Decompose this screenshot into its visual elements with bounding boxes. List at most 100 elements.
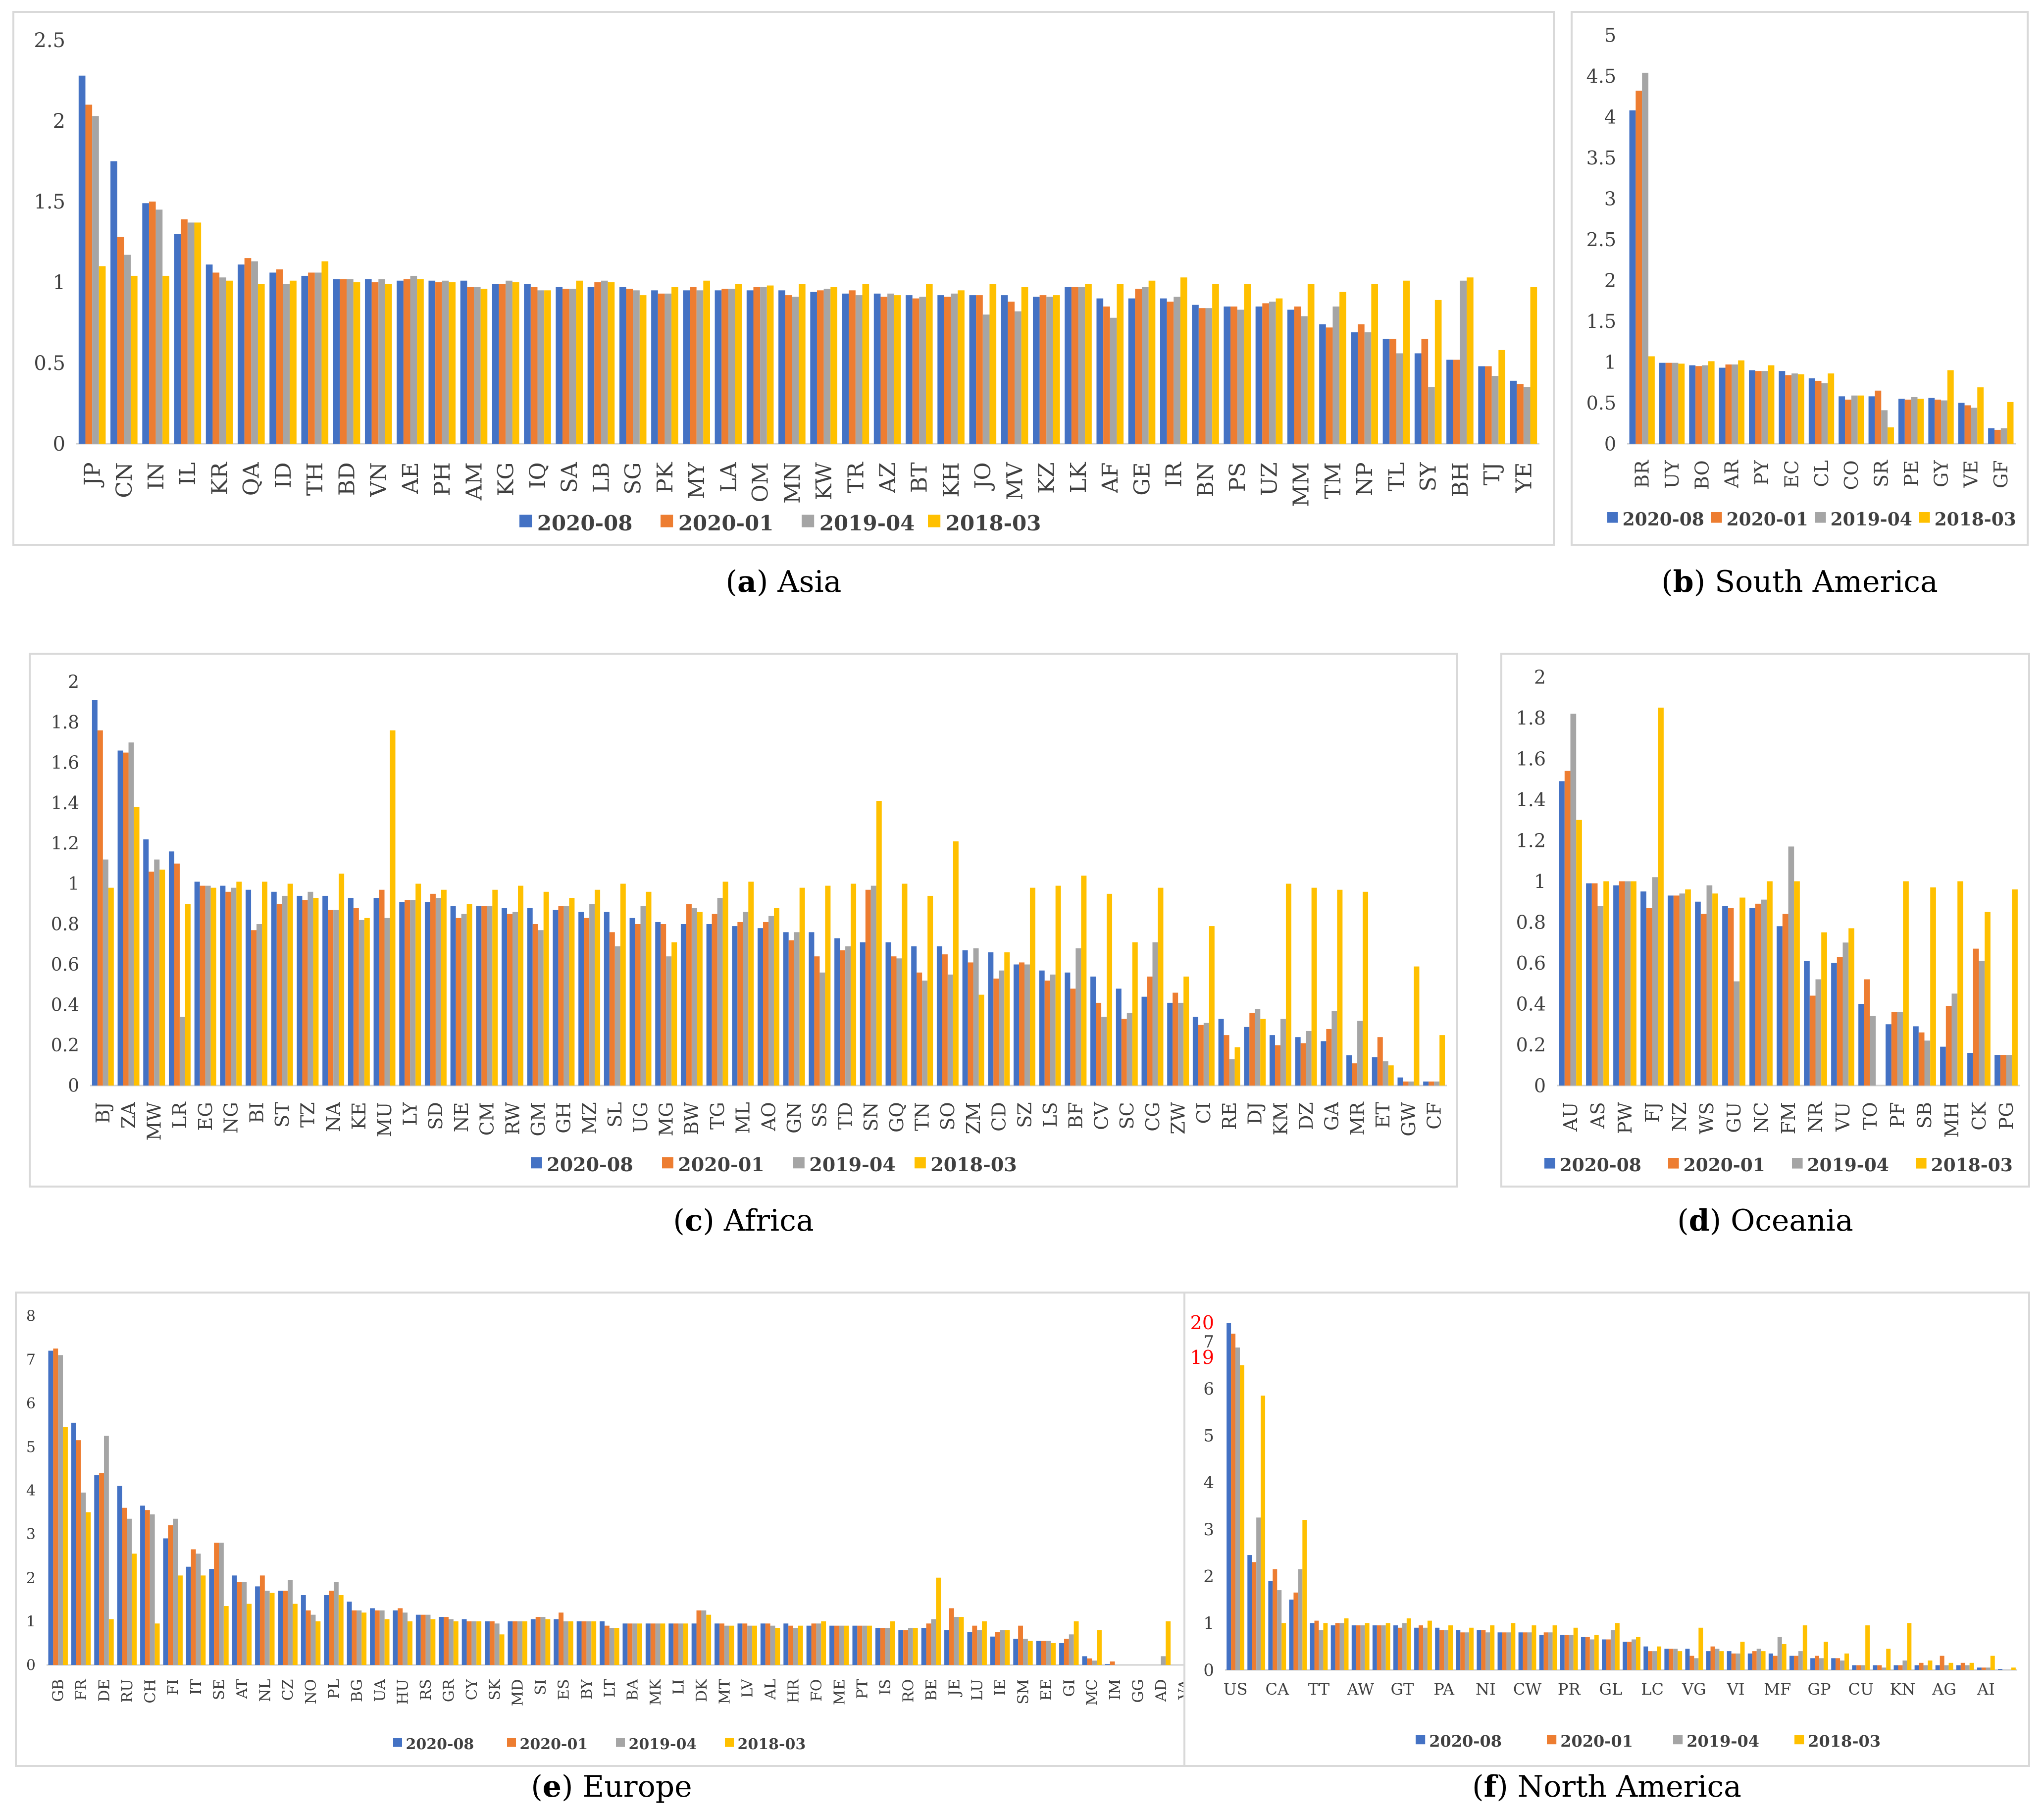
legend-label: 2020-08 <box>1560 1155 1641 1176</box>
category-label: SM <box>1015 1679 1032 1705</box>
category-label: RS <box>417 1679 435 1701</box>
bar-asia-BD-2020-01 <box>340 279 347 444</box>
bar-north-america-VC-2020-01 <box>1919 1662 1924 1670</box>
category-label: LY <box>400 1101 421 1126</box>
y-tick-label: 7 <box>26 1351 36 1369</box>
bar-africa-SN-2020-08 <box>860 942 866 1086</box>
category-label: MH <box>1941 1102 1963 1138</box>
bar-africa-GQ-2018-03 <box>902 883 908 1086</box>
legend-label: 2019-04 <box>629 1736 697 1753</box>
bar-africa-ET-2018-03 <box>1388 1065 1394 1086</box>
bar-africa-TZ-2020-01 <box>302 900 308 1086</box>
bar-south-america-AR-2020-08 <box>1719 367 1726 444</box>
bar-asia-VN-2020-01 <box>371 282 379 444</box>
bar-africa-CI-2019-04 <box>1203 1023 1209 1086</box>
bar-europe-MK-2019-04 <box>655 1623 661 1665</box>
bar-africa-ZW-2019-04 <box>1178 1002 1184 1086</box>
bar-africa-RE-2020-01 <box>1224 1035 1229 1086</box>
bar-europe-CY-2019-04 <box>471 1621 477 1665</box>
bar-north-america-MF-2019-04 <box>1777 1637 1782 1670</box>
category-label: BE <box>923 1679 940 1701</box>
category-label: AS <box>1587 1102 1609 1129</box>
bar-north-america-HN-2020-08 <box>1456 1630 1461 1670</box>
bar-africa-GQ-2019-04 <box>896 958 902 1086</box>
category-label: MM <box>1289 462 1314 507</box>
category-label: GR <box>441 1678 458 1702</box>
bar-north-america-BZ-2020-08 <box>1664 1649 1669 1670</box>
bar-north-america-DM-2018-03 <box>1969 1662 1974 1670</box>
y-tick-label: 1 <box>26 1613 36 1630</box>
bar-asia-IL-2020-08 <box>174 234 181 444</box>
bar-south-america-SR-2020-01 <box>1875 390 1882 444</box>
bar-asia-ID-2020-08 <box>269 272 276 444</box>
category-label: UY <box>1661 460 1683 488</box>
bar-europe-ES-2020-08 <box>554 1619 559 1665</box>
bar-africa-DZ-2018-03 <box>1311 887 1317 1086</box>
bar-oceania-NZ-2020-08 <box>1668 895 1674 1086</box>
bar-asia-KW-2018-03 <box>830 287 837 444</box>
y-tick-label: 4 <box>1604 106 1616 128</box>
bar-asia-JP-2018-03 <box>99 266 106 444</box>
category-label: KH <box>939 462 964 497</box>
bar-south-america-CO-2020-01 <box>1845 399 1851 444</box>
bar-africa-ZA-2020-08 <box>117 750 123 1086</box>
category-label: NZ <box>1669 1102 1690 1132</box>
bar-europe-BE-2019-04 <box>931 1619 936 1665</box>
bar-europe-FI-2020-01 <box>168 1525 173 1665</box>
category-label: MR <box>1346 1101 1368 1136</box>
bar-europe-BG-2020-08 <box>347 1602 352 1665</box>
bar-europe-ME-2018-03 <box>844 1625 849 1665</box>
bar-europe-GR-2020-01 <box>444 1617 449 1665</box>
bar-oceania-WS-2020-01 <box>1700 914 1707 1086</box>
bar-europe-NO-2020-08 <box>301 1595 306 1665</box>
bar-europe-CH-2020-08 <box>140 1505 145 1665</box>
category-label: MT <box>716 1679 733 1705</box>
bar-europe-AT-2020-08 <box>232 1575 237 1665</box>
legend-swatch <box>802 515 815 527</box>
bar-europe-EE-2018-03 <box>1051 1643 1056 1665</box>
legend-label: 2020-01 <box>1727 509 1808 530</box>
category-label: KN <box>1890 1680 1915 1699</box>
bar-africa-AO-2020-01 <box>763 922 768 1086</box>
bar-africa-DZ-2020-01 <box>1300 1043 1306 1086</box>
bar-europe-RS-2020-08 <box>415 1614 421 1665</box>
legend-label: 2019-04 <box>1686 1732 1759 1751</box>
bar-africa-NG-2018-03 <box>236 882 242 1086</box>
bar-africa-CM-2018-03 <box>492 889 498 1086</box>
bar-europe-RO-2020-08 <box>898 1630 904 1665</box>
category-label: TL <box>1384 462 1409 491</box>
bar-africa-TZ-2018-03 <box>313 898 319 1086</box>
legend-label: 2020-01 <box>1684 1155 1765 1176</box>
bar-oceania-CK-2020-01 <box>1973 948 1979 1086</box>
category-label: NL <box>256 1679 274 1702</box>
bar-africa-SO-2020-01 <box>942 954 948 1086</box>
bar-asia-BN-2020-01 <box>1198 308 1206 444</box>
bar-asia-AM-2020-01 <box>467 287 474 444</box>
bar-africa-GW-2019-04 <box>1408 1081 1414 1086</box>
bar-south-america-VE-2020-01 <box>1964 405 1971 444</box>
bar-europe-FI-2020-08 <box>163 1538 168 1665</box>
bar-south-america-EC-2020-08 <box>1779 371 1786 444</box>
bar-north-america-PR-2019-04 <box>1569 1635 1574 1670</box>
bar-africa-MU-2020-01 <box>379 889 385 1086</box>
category-label: BO <box>1691 460 1713 490</box>
bar-asia-AF-2019-04 <box>1110 317 1117 444</box>
bar-europe-DK-2020-01 <box>696 1610 702 1665</box>
bar-africa-LS-2019-04 <box>1050 974 1056 1086</box>
bar-south-america-GY-2020-08 <box>1928 398 1935 444</box>
bar-europe-IM-2020-08 <box>1105 1664 1110 1665</box>
bar-asia-MY-2020-01 <box>690 287 697 444</box>
bar-africa-RW-2018-03 <box>518 885 523 1086</box>
bar-africa-GM-2019-04 <box>538 930 544 1086</box>
bar-europe-SK-2018-03 <box>499 1634 505 1665</box>
bar-north-america-HN-2020-01 <box>1460 1632 1465 1670</box>
bar-asia-OM-2020-01 <box>753 287 761 444</box>
category-label: SR <box>1871 460 1892 487</box>
bar-africa-GH-2020-01 <box>558 906 564 1086</box>
bar-europe-LV-2020-08 <box>737 1623 743 1665</box>
category-label: JO <box>971 462 996 491</box>
bar-africa-TZ-2020-08 <box>297 895 303 1086</box>
bar-asia-LK-2019-04 <box>1078 287 1085 444</box>
category-label: GM <box>527 1102 549 1136</box>
bar-europe-PL-2020-01 <box>329 1591 334 1665</box>
